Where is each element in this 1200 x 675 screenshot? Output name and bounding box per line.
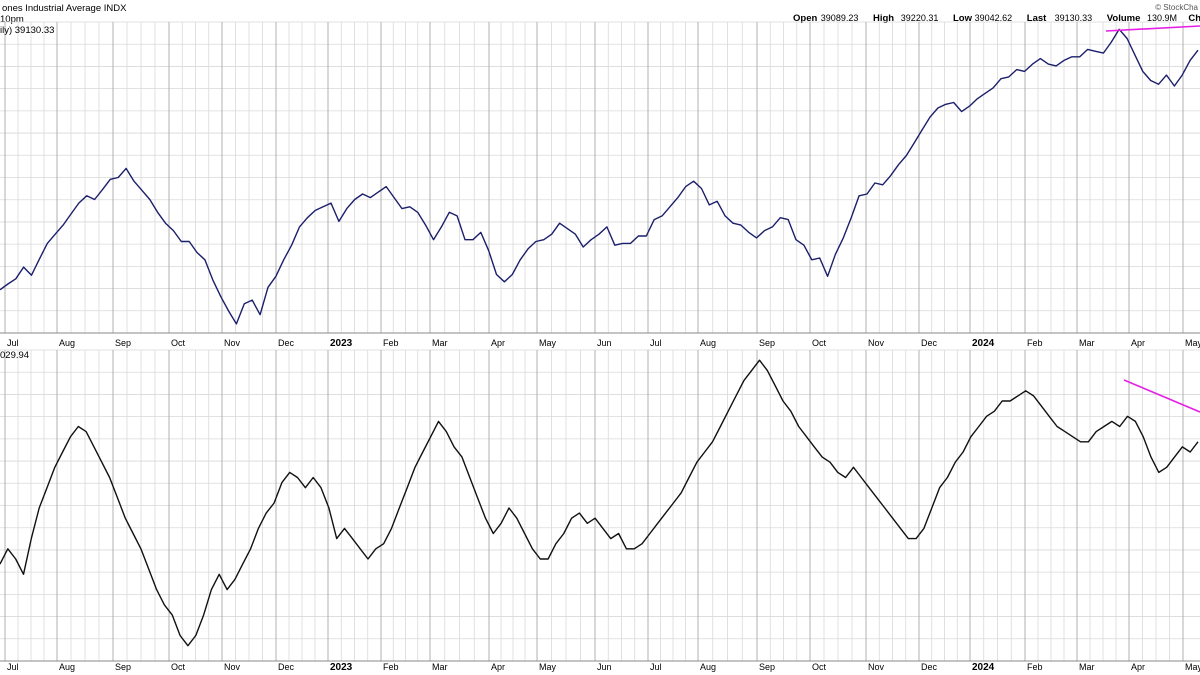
lower-series [0, 359, 1199, 647]
trendline [1123, 379, 1200, 413]
tick-label: Oct [812, 662, 827, 672]
stat-label: Volume [1107, 13, 1141, 24]
tick-label: Aug [59, 662, 75, 672]
tick-label: Dec [278, 338, 295, 348]
stats-bar: Open 39089.23 High 39220.31 Low 39042.62 Last 3… [793, 13, 1200, 24]
tick-label: Jul [650, 338, 662, 348]
upper-series [0, 28, 1199, 325]
tick-label: Sep [115, 338, 131, 348]
upper-x-axis: Jul Aug Sep Oct Nov Dec 2023 Feb Mar Apr May Jun Jul… [7, 338, 1200, 349]
trendline [1105, 25, 1200, 32]
tick-label: Dec [278, 662, 295, 672]
stat-value: 130.9M [1147, 13, 1177, 23]
indicator-line [0, 359, 1199, 647]
price-line [0, 28, 1199, 325]
stat-label: Open [793, 13, 817, 24]
tick-label: May [1185, 662, 1200, 672]
stat-label: Chg [1188, 13, 1200, 24]
tick-label: Apr [491, 662, 505, 672]
chart-title: ones Industrial Average INDX [2, 3, 127, 14]
tick-label: Aug [700, 662, 716, 672]
tick-label: 2023 [330, 338, 353, 349]
tick-label: Apr [491, 338, 505, 348]
stat-value: 39220.31 [901, 13, 939, 23]
upper-trendline [1105, 25, 1200, 32]
watermark: © StockCha [1155, 3, 1198, 12]
lower-x-axis: Jul Aug Sep Oct Nov Dec 2023 Feb Mar Apr May Jun Jul… [7, 662, 1200, 673]
tick-label: Nov [224, 662, 241, 672]
tick-label: Jul [7, 662, 19, 672]
tick-label: Oct [171, 662, 186, 672]
tick-label: 2024 [972, 662, 995, 673]
stat-label: Low [953, 13, 973, 24]
lower-grid [0, 349, 1200, 662]
tick-label: Nov [868, 338, 885, 348]
stat-value: 39089.23 [821, 13, 859, 23]
tick-label: Oct [171, 338, 186, 348]
tick-label: Sep [115, 662, 131, 672]
tick-label: Feb [1027, 662, 1043, 672]
tick-label: Sep [759, 662, 775, 672]
tick-label: Feb [383, 338, 399, 348]
tick-label: 2023 [330, 662, 353, 673]
tick-label: Jun [597, 662, 612, 672]
tick-label: Aug [59, 338, 75, 348]
lower-trendline [1123, 379, 1200, 413]
tick-label: May [539, 662, 557, 672]
tick-label: Jul [650, 662, 662, 672]
tick-label: Aug [700, 338, 716, 348]
tick-label: Apr [1131, 338, 1145, 348]
lower-series-label: 029.94 [0, 350, 29, 361]
tick-label: Jun [597, 338, 612, 348]
tick-label: Mar [1079, 338, 1095, 348]
stat-value: 39042.62 [975, 13, 1013, 23]
tick-label: May [539, 338, 557, 348]
tick-label: Feb [383, 662, 399, 672]
tick-label: 2024 [972, 338, 995, 349]
stat-value: 39130.33 [1055, 13, 1093, 23]
stat-label: High [873, 13, 894, 24]
tick-label: Nov [868, 662, 885, 672]
tick-label: Feb [1027, 338, 1043, 348]
chart-time: 10pm [0, 14, 24, 25]
tick-label: Jul [7, 338, 19, 348]
upper-grid [0, 21, 1200, 334]
tick-label: Nov [224, 338, 241, 348]
tick-label: Dec [921, 662, 938, 672]
tick-label: May [1185, 338, 1200, 348]
tick-label: Oct [812, 338, 827, 348]
tick-label: Apr [1131, 662, 1145, 672]
tick-label: Mar [432, 662, 448, 672]
tick-label: Mar [1079, 662, 1095, 672]
tick-label: Mar [432, 338, 448, 348]
tick-label: Sep [759, 338, 775, 348]
upper-series-label: ily) 39130.33 [0, 25, 54, 36]
stat-label: Last [1027, 13, 1047, 24]
tick-label: Dec [921, 338, 938, 348]
